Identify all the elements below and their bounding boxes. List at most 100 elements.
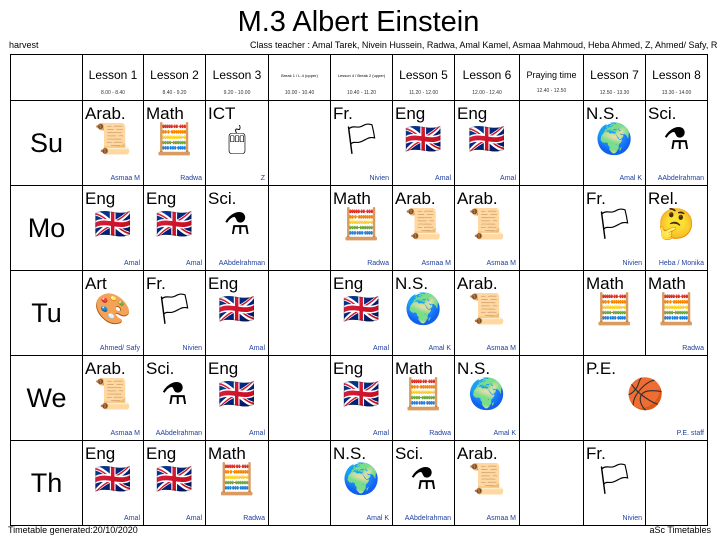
column-label: Lesson 8 <box>652 68 701 82</box>
lesson-cell[interactable]: Eng 🇬🇧 Amal <box>205 270 269 356</box>
subject: Eng <box>208 359 239 378</box>
lesson-cell[interactable]: Math 🧮 Radwa <box>330 185 393 271</box>
globe-icon: 🌍 <box>404 292 443 326</box>
teacher: Nivien <box>622 515 642 522</box>
uk-flag-icon: 🇬🇧 <box>342 377 381 411</box>
empty-cell <box>268 355 331 441</box>
lesson-cell[interactable]: Art 🎨 Ahmed/ Safy <box>82 270 144 356</box>
class-teachers: Class teacher : Amal Tarek, Nivein Husse… <box>250 40 717 50</box>
subject: Arab. <box>457 444 498 463</box>
column-header: Break 1 / L.4 (upper) 10.00 - 10.40 <box>268 54 331 101</box>
column-header: Lesson 8 13.30 - 14.00 <box>645 54 708 101</box>
subject: Art <box>85 274 107 293</box>
beaker-icon: ⚗ <box>410 462 437 496</box>
globe-icon: 🌍 <box>342 462 381 496</box>
subject: N.S. <box>395 274 429 293</box>
subject: Sci. <box>648 104 677 123</box>
subject: Arab. <box>85 104 126 123</box>
subject: Eng <box>333 359 364 378</box>
lesson-cell[interactable]: Eng 🇬🇧 Amal <box>330 355 393 441</box>
lesson-cell[interactable]: Eng 🇬🇧 Amal <box>330 270 393 356</box>
column-header: Lesson 6 12.00 - 12.40 <box>454 54 520 101</box>
teacher: Amal <box>373 430 389 437</box>
lesson-cell[interactable]: Fr. 🏳 Nivien <box>583 185 646 271</box>
lesson-cell[interactable]: ICT 🖱 Z <box>205 100 269 186</box>
subject: Eng <box>395 104 426 123</box>
teacher: Asmaa M <box>110 430 140 437</box>
lesson-cell[interactable]: Eng 🇬🇧 Amal <box>454 100 520 186</box>
calculator-icon: 🧮 <box>595 292 634 326</box>
lesson-cell[interactable]: Arab. 📜 Asmaa M <box>454 440 520 526</box>
lesson-cell[interactable]: Fr. 🏳 Nivien <box>583 440 646 526</box>
teacher: Radwa <box>682 345 704 352</box>
lesson-cell[interactable]: N.S. 🌍 Amal K <box>330 440 393 526</box>
subject: ICT <box>208 104 236 123</box>
lesson-cell[interactable]: Eng 🇬🇧 Amal <box>82 440 144 526</box>
column-header: Lesson 7 12.50 - 13.30 <box>583 54 646 101</box>
lesson-cell[interactable]: Eng 🇬🇧 Amal <box>392 100 455 186</box>
teacher: AAbdelrahman <box>404 515 451 522</box>
subject: Arab. <box>457 274 498 293</box>
lesson-cell[interactable]: Sci. ⚗ AAbdelrahman <box>143 355 206 441</box>
lesson-cell[interactable]: Fr. 🏳 Nivien <box>143 270 206 356</box>
subject: Math <box>648 274 686 293</box>
subject: Sci. <box>208 189 237 208</box>
subject: Sci. <box>146 359 175 378</box>
lesson-cell[interactable]: Fr. 🏳 Nivien <box>330 100 393 186</box>
lesson-cell[interactable]: Rel. 🤔 Heba / Monika <box>645 185 708 271</box>
lesson-cell[interactable]: Eng 🇬🇧 Amal <box>143 185 206 271</box>
teacher: AAbdelrahman <box>657 175 704 182</box>
subject: Math <box>146 104 184 123</box>
teacher: Amal <box>186 515 202 522</box>
lesson-cell[interactable]: Arab. 📜 Asmaa M <box>454 270 520 356</box>
lesson-cell[interactable]: Sci. ⚗ AAbdelrahman <box>205 185 269 271</box>
teacher: P.E. staff <box>676 430 704 437</box>
lesson-cell[interactable]: Math 🧮 Radwa <box>205 440 269 526</box>
lesson-cell[interactable]: Eng 🇬🇧 Amal <box>143 440 206 526</box>
teacher: Ahmed/ Safy <box>99 345 140 352</box>
beaker-icon: ⚗ <box>161 377 188 411</box>
column-label: Lesson 7 <box>590 68 639 82</box>
column-label: Lesson 2 <box>150 68 199 82</box>
lesson-cell[interactable]: Sci. ⚗ AAbdelrahman <box>392 440 455 526</box>
mouse-icon: 🖱 <box>228 122 246 156</box>
lesson-cell[interactable]: N.S. 🌍 Amal K <box>454 355 520 441</box>
teacher: Asmaa M <box>486 515 516 522</box>
lesson-cell[interactable]: Math 🧮 Radwa <box>645 270 708 356</box>
lesson-cell[interactable]: Eng 🇬🇧 Amal <box>205 355 269 441</box>
empty-cell <box>645 440 708 526</box>
beaker-icon: ⚗ <box>223 207 251 241</box>
lesson-cell[interactable]: N.S. 🌍 Amal K <box>392 270 455 356</box>
lesson-cell[interactable]: P.E. 🏀 P.E. staff <box>583 355 708 441</box>
lesson-cell[interactable]: Arab. 📜 Asmaa M <box>82 355 144 441</box>
teacher: Nivien <box>622 260 642 267</box>
column-header: Lesson 2 8.40 - 9.20 <box>143 54 206 101</box>
subject: N.S. <box>333 444 367 463</box>
empty-cell <box>268 270 331 356</box>
empty-cell <box>519 185 584 271</box>
column-header: Praying time 12.40 - 12.50 <box>519 54 584 101</box>
lesson-cell[interactable]: Math 🧮 Radwa <box>392 355 455 441</box>
scroll-icon: 📜 <box>404 207 443 241</box>
thinking-face-icon: 🤔 <box>657 207 696 241</box>
teacher: Asmaa M <box>486 345 516 352</box>
subject: Rel. <box>648 189 679 208</box>
lesson-cell[interactable]: N.S. 🌍 Amal K <box>583 100 646 186</box>
teacher: Nivien <box>182 345 202 352</box>
lesson-cell[interactable]: Arab. 📜 Asmaa M <box>82 100 144 186</box>
subject: Fr. <box>586 444 606 463</box>
lesson-cell[interactable]: Arab. 📜 Asmaa M <box>454 185 520 271</box>
column-time: 8.00 - 8.40 <box>101 90 125 96</box>
lesson-cell[interactable]: Math 🧮 Radwa <box>143 100 206 186</box>
column-header: Lesson 5 11.20 - 12.00 <box>392 54 455 101</box>
lesson-cell[interactable]: Math 🧮 <box>583 270 646 356</box>
corner-cell <box>10 54 83 101</box>
lesson-cell[interactable]: Sci. ⚗ AAbdelrahman <box>645 100 708 186</box>
day-label: We <box>10 355 83 441</box>
scroll-icon: 📜 <box>468 292 506 326</box>
calculator-icon: 🧮 <box>342 207 381 241</box>
lesson-cell[interactable]: Eng 🇬🇧 Amal <box>82 185 144 271</box>
column-time: 10.40 - 11.20 <box>346 90 377 96</box>
subject: Eng <box>85 444 116 463</box>
lesson-cell[interactable]: Arab. 📜 Asmaa M <box>392 185 455 271</box>
